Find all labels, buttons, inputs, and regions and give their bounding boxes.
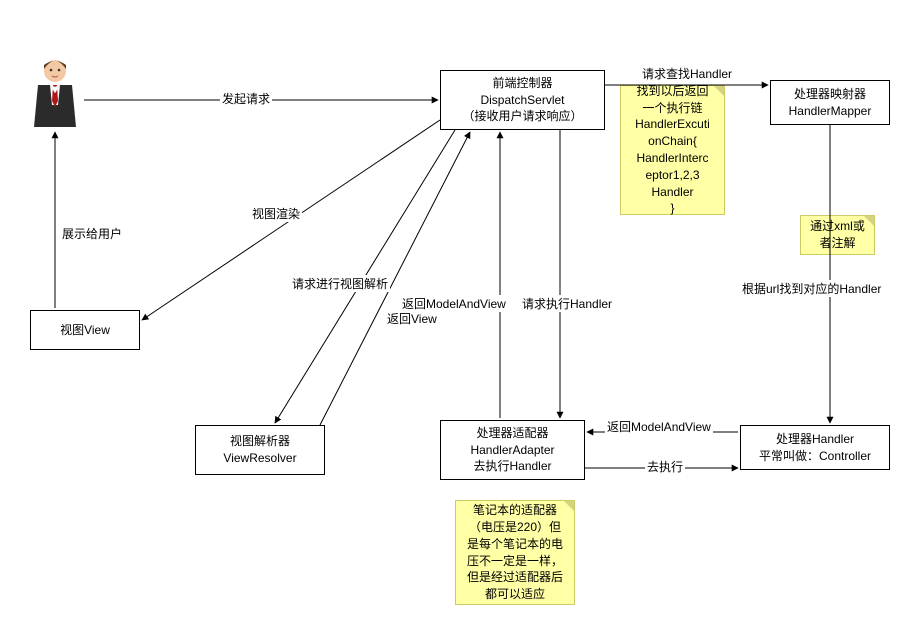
node-text: ViewResolver — [223, 450, 296, 467]
note-text: 通过xml或 — [810, 218, 865, 235]
edge-label-go-exec: 去执行 — [645, 458, 685, 475]
note-text: 笔记本的适配器 — [473, 502, 557, 519]
node-text: 去执行Handler — [473, 458, 551, 475]
note-text: 都可以适应 — [485, 586, 545, 603]
note-text: 压不一定是一样， — [467, 553, 563, 570]
note-text: } — [670, 200, 674, 217]
edge-label-show-user: 展示给用户 — [60, 225, 124, 242]
note-text: eptor1,2,3 — [645, 167, 699, 184]
note-text: 找到以后返回 — [636, 83, 708, 100]
note-adapter-analogy: 笔记本的适配器 （电压是220）但 是每个笔记本的电 压不一定是一样， 但是经过… — [455, 500, 575, 605]
node-view-resolver: 视图解析器 ViewResolver — [195, 425, 325, 475]
edge-label-exec-handler: 请求执行Handler — [520, 295, 614, 312]
node-text: HandlerMapper — [789, 103, 872, 120]
note-text: 者注解 — [819, 235, 855, 252]
edge-label-render: 视图渲染 — [250, 205, 302, 222]
note-text: 一个执行链 — [642, 100, 702, 117]
note-text: HandlerInterc — [636, 150, 708, 167]
edge-label-find-handler: 请求查找Handler — [640, 65, 734, 82]
node-text: HandlerAdapter — [470, 442, 554, 459]
node-text: DispatchServlet — [480, 92, 564, 109]
edge-label-return-mav: 返回ModelAndView — [605, 418, 713, 435]
note-text: 是每个笔记本的电 — [467, 536, 563, 553]
node-text: （接收用户请求响应） — [462, 108, 582, 125]
edge-label-view-resolve: 请求进行视图解析 — [290, 275, 390, 292]
note-xml-annotation: 通过xml或 者注解 — [800, 215, 875, 255]
node-text: 视图View — [60, 322, 110, 339]
node-text: 平常叫做：Controller — [759, 448, 871, 465]
edge-label-return-view: 返回View — [385, 310, 439, 327]
note-text: Handler — [651, 184, 693, 201]
node-handler-mapper: 处理器映射器 HandlerMapper — [770, 80, 890, 125]
node-dispatch-servlet: 前端控制器 DispatchServlet （接收用户请求响应） — [440, 70, 605, 130]
node-text: 视图解析器 — [230, 433, 290, 450]
node-controller: 处理器Handler 平常叫做：Controller — [740, 425, 890, 470]
diagram-canvas: 前端控制器 DispatchServlet （接收用户请求响应） 处理器映射器 … — [0, 0, 922, 644]
note-text: 但是经过适配器后 — [467, 569, 563, 586]
node-text: 处理器Handler — [776, 431, 854, 448]
note-execution-chain: 找到以后返回 一个执行链 HandlerExcuti onChain{ Hand… — [620, 85, 725, 215]
note-text: HandlerExcuti — [635, 116, 710, 133]
node-text: 处理器映射器 — [794, 86, 866, 103]
edge-label-by-url: 根据url找到对应的Handler — [740, 280, 883, 297]
node-view: 视图View — [30, 310, 140, 350]
note-text: onChain{ — [648, 133, 697, 150]
edge-label-request: 发起请求 — [220, 90, 272, 107]
node-text: 处理器适配器 — [476, 425, 548, 442]
node-text: 前端控制器 — [492, 75, 552, 92]
node-handler-adapter: 处理器适配器 HandlerAdapter 去执行Handler — [440, 420, 585, 480]
user-icon — [28, 55, 82, 127]
note-text: （电压是220）但 — [469, 519, 561, 536]
